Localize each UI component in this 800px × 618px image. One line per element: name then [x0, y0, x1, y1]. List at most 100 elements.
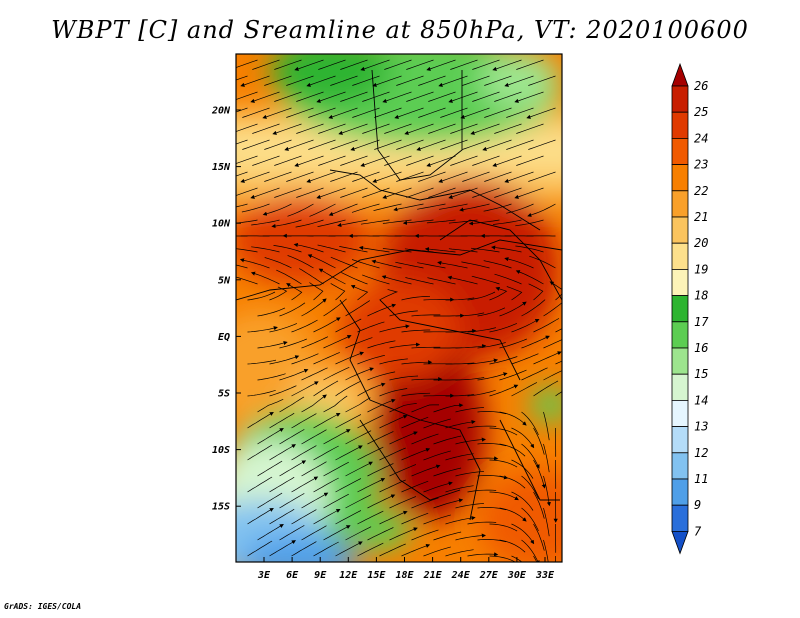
streamline	[499, 539, 526, 553]
streamline	[499, 338, 527, 349]
streamline	[269, 323, 298, 333]
streamline	[301, 336, 329, 349]
streamline	[379, 414, 408, 429]
streamline	[273, 245, 302, 253]
streamline	[313, 509, 341, 525]
streamline	[269, 412, 295, 429]
streamline	[335, 478, 362, 493]
streamline	[323, 525, 351, 541]
streamline	[514, 91, 544, 103]
streamline	[306, 171, 336, 183]
streamline	[511, 427, 535, 449]
streamline	[499, 411, 527, 426]
streamline	[262, 203, 292, 216]
streamline	[236, 91, 258, 100]
streamline	[269, 540, 296, 557]
streamline	[406, 91, 434, 102]
streamline	[257, 398, 284, 413]
streamline	[499, 301, 527, 317]
streamline	[236, 276, 258, 285]
streamline	[296, 123, 324, 134]
streamline	[396, 75, 424, 86]
streamline	[543, 475, 551, 507]
streamline	[379, 447, 406, 461]
streamline	[477, 411, 507, 415]
streamline	[455, 533, 486, 541]
colorbar-label: 20	[694, 236, 708, 250]
streamline	[291, 445, 317, 461]
streamline	[417, 203, 446, 210]
streamline	[439, 203, 468, 210]
streamline	[357, 542, 384, 557]
streamline	[301, 461, 327, 477]
streamline	[445, 297, 475, 301]
streamline	[274, 155, 302, 166]
streamline	[318, 123, 346, 134]
streamline	[262, 107, 292, 119]
streamline	[401, 480, 429, 493]
streamline	[247, 507, 274, 525]
streamline	[338, 123, 368, 135]
streamline	[382, 248, 412, 253]
streamline	[291, 319, 318, 333]
streamline	[514, 187, 544, 199]
streamline	[264, 139, 292, 150]
streamline	[411, 529, 439, 541]
colorbar: 26 25 24 23 22 21 20 19 18 17 16 15 14 13 12 11 9 7	[671, 62, 709, 555]
streamline	[286, 171, 314, 182]
streamline	[533, 380, 559, 397]
streamline	[269, 385, 297, 397]
streamline	[345, 430, 372, 445]
streamline	[445, 394, 475, 397]
streamline	[401, 543, 431, 557]
streamline	[367, 340, 396, 349]
streamline	[330, 139, 358, 150]
streamline	[291, 509, 317, 525]
streamline	[345, 300, 370, 317]
streamline	[247, 444, 273, 461]
streamline	[389, 375, 419, 381]
streamline	[335, 541, 363, 557]
streamline	[351, 259, 380, 269]
streamline	[455, 437, 486, 445]
streamline	[247, 411, 274, 429]
streamline	[257, 307, 286, 317]
colorbar-label: 21	[694, 210, 708, 224]
streamline	[357, 321, 385, 333]
streamline	[526, 107, 556, 119]
streamline	[345, 367, 374, 381]
streamline	[286, 75, 314, 86]
streamline	[379, 388, 408, 397]
streamline	[521, 367, 548, 381]
streamline	[340, 155, 368, 166]
streamline	[405, 277, 434, 285]
streamline	[433, 467, 462, 477]
streamline	[236, 155, 258, 164]
streamline	[418, 171, 446, 182]
streamline	[257, 460, 283, 477]
streamline	[274, 91, 302, 102]
latitude-label: 10N	[212, 219, 231, 230]
streamline	[401, 360, 433, 365]
streamline	[371, 259, 402, 269]
streamline	[543, 539, 549, 562]
streamline	[499, 475, 526, 489]
streamline	[301, 429, 327, 445]
streamline	[477, 307, 506, 317]
streamline	[418, 75, 446, 86]
streamline	[483, 260, 512, 269]
streamline	[252, 123, 280, 134]
streamline	[279, 460, 307, 477]
colorbar-swatch	[671, 531, 689, 555]
streamline	[328, 203, 358, 216]
streamline	[247, 359, 277, 365]
streamline	[472, 187, 500, 198]
streamline	[291, 381, 319, 397]
streamline	[450, 123, 478, 134]
streamline	[489, 491, 519, 501]
streamline	[335, 381, 361, 397]
streamline	[543, 443, 550, 473]
colorbar-label: 19	[694, 262, 708, 276]
streamline	[357, 414, 384, 429]
streamline	[236, 123, 258, 132]
